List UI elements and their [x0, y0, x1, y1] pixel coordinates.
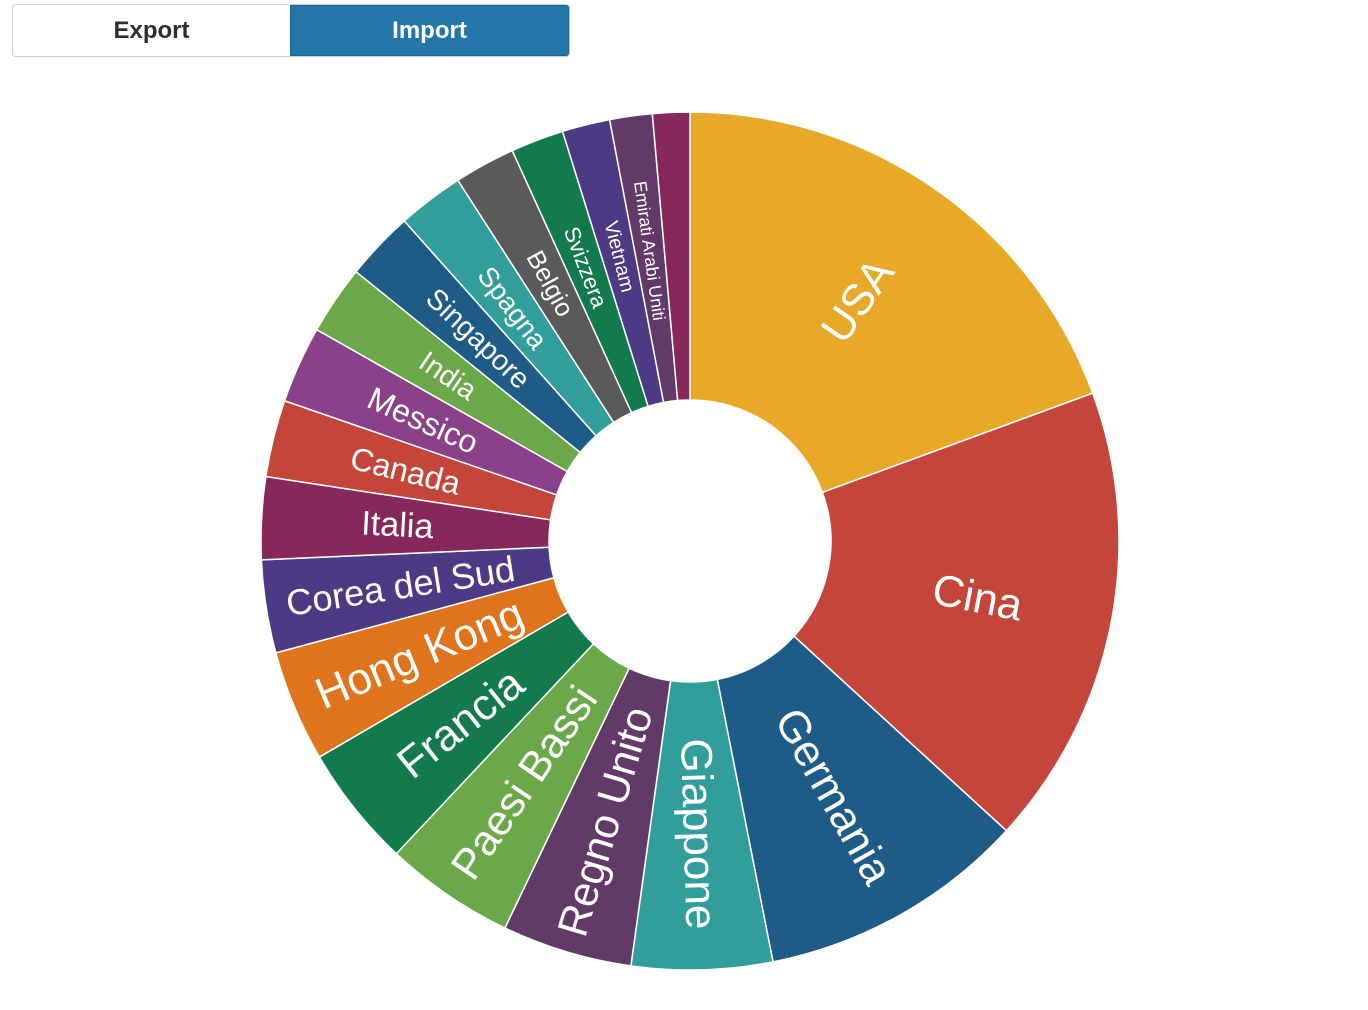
donut-slices — [260, 111, 1120, 971]
slice-germania[interactable] — [716, 635, 1008, 963]
export-import-toggle: Export Import — [12, 4, 570, 57]
slice-unlabeled-19[interactable] — [651, 111, 691, 402]
import-button[interactable]: Import — [290, 5, 569, 56]
slice-cina[interactable] — [792, 392, 1120, 832]
slice-label-giappone: Giappone — [671, 738, 725, 930]
slice-usa[interactable] — [689, 111, 1094, 494]
slice-label-italia: Italia — [360, 504, 435, 546]
export-button[interactable]: Export — [13, 5, 290, 56]
